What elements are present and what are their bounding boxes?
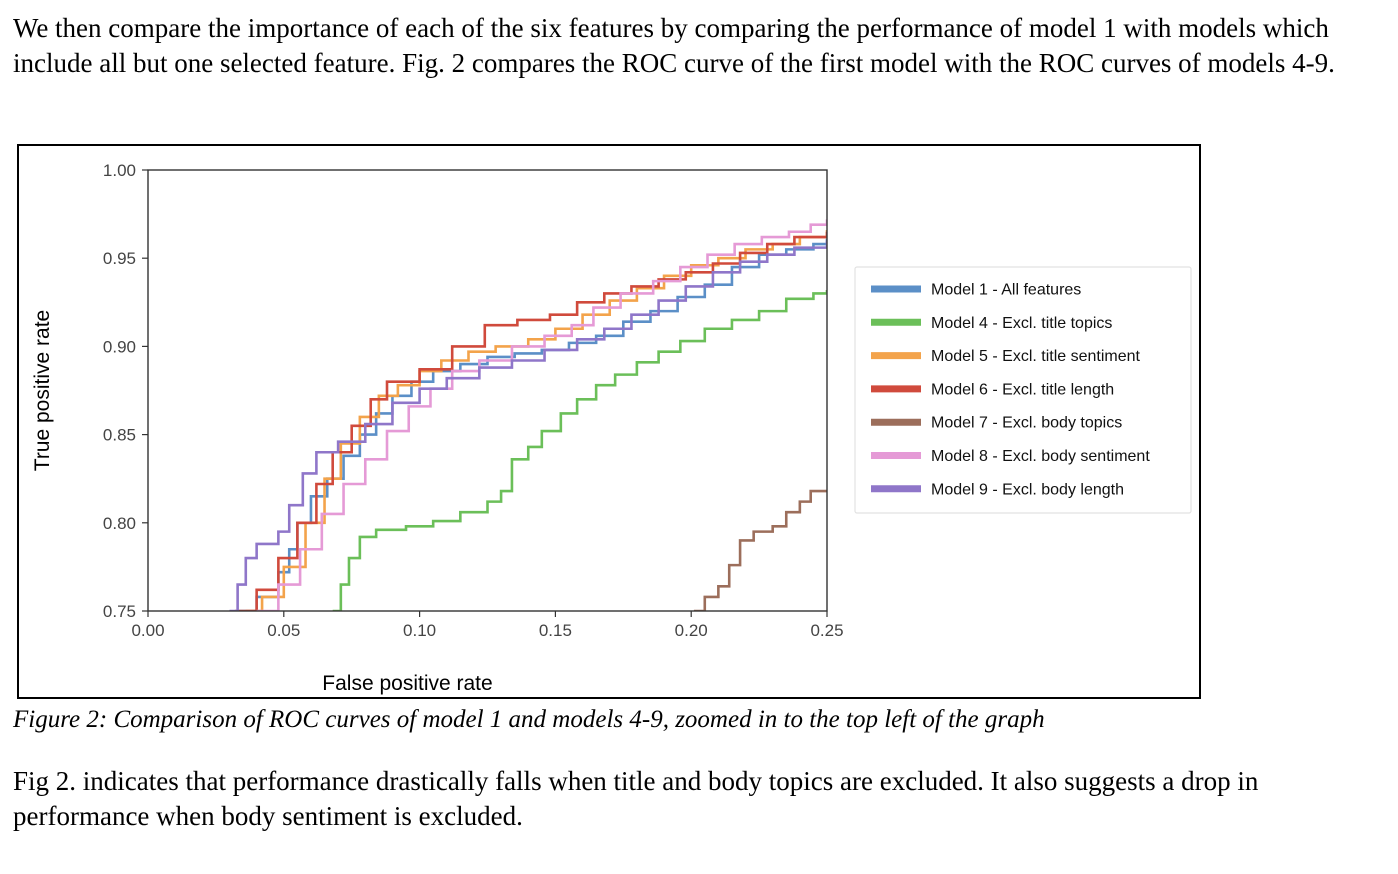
legend-label-4: Model 6 - Excl. title length <box>931 381 1114 398</box>
legend-label-3: Model 5 - Excl. title sentiment <box>931 348 1141 365</box>
series-line-7 <box>229 240 827 611</box>
x-tick-label: 0.00 <box>131 621 164 640</box>
y-tick-label: 0.80 <box>103 514 136 533</box>
x-tick-label: 0.20 <box>675 621 708 640</box>
x-axis-title: False positive rate <box>322 672 492 695</box>
legend-box <box>854 266 1192 514</box>
figure-frame: 0.00 0.05 0.10 0.15 0.20 0.25 0.75 0.80 0.85 0.90… <box>17 144 1201 699</box>
y-tick-label: 0.85 <box>103 426 136 445</box>
y-axis-title: True positive rate <box>31 310 54 471</box>
series-line-1 <box>237 238 827 611</box>
y-tick-label: 0.90 <box>103 337 136 356</box>
y-tick-label: 0.75 <box>103 602 136 621</box>
y-tick-label: 0.95 <box>103 249 136 268</box>
conclusion-paragraph: Fig 2. indicates that performance drasti… <box>13 766 1259 831</box>
x-tick-label: 0.10 <box>403 621 436 640</box>
legend-label-5: Model 7 - Excl. body topics <box>931 415 1122 432</box>
series-line-6 <box>256 219 827 611</box>
plot-area-border <box>147 169 828 612</box>
y-tick-label: 1.00 <box>103 161 136 180</box>
figure-caption: Figure 2: Comparison of ROC curves of mo… <box>13 706 1045 733</box>
legend-label-6: Model 8 - Excl. body sentiment <box>931 448 1150 465</box>
x-tick-label: 0.15 <box>539 621 572 640</box>
series-line-2 <box>332 289 827 611</box>
intro-paragraph: We then compare the importance of each o… <box>13 13 1335 78</box>
series-line-3 <box>245 229 827 611</box>
legend-label-1: Model 1 - All features <box>931 282 1081 299</box>
series-line-4 <box>234 231 827 611</box>
series-line-5 <box>693 489 827 611</box>
legend-label-7: Model 9 - Excl. body length <box>931 481 1124 498</box>
roc-chart: 0.00 0.05 0.10 0.15 0.20 0.25 0.75 0.80 0.85 0.90… <box>31 161 1192 695</box>
x-tick-label: 0.25 <box>810 621 843 640</box>
x-tick-label: 0.05 <box>267 621 300 640</box>
legend-label-2: Model 4 - Excl. title topics <box>931 315 1112 332</box>
